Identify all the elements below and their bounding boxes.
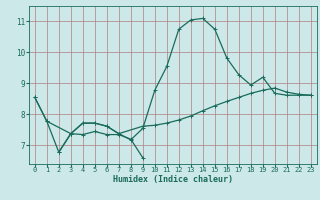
X-axis label: Humidex (Indice chaleur): Humidex (Indice chaleur) bbox=[113, 175, 233, 184]
